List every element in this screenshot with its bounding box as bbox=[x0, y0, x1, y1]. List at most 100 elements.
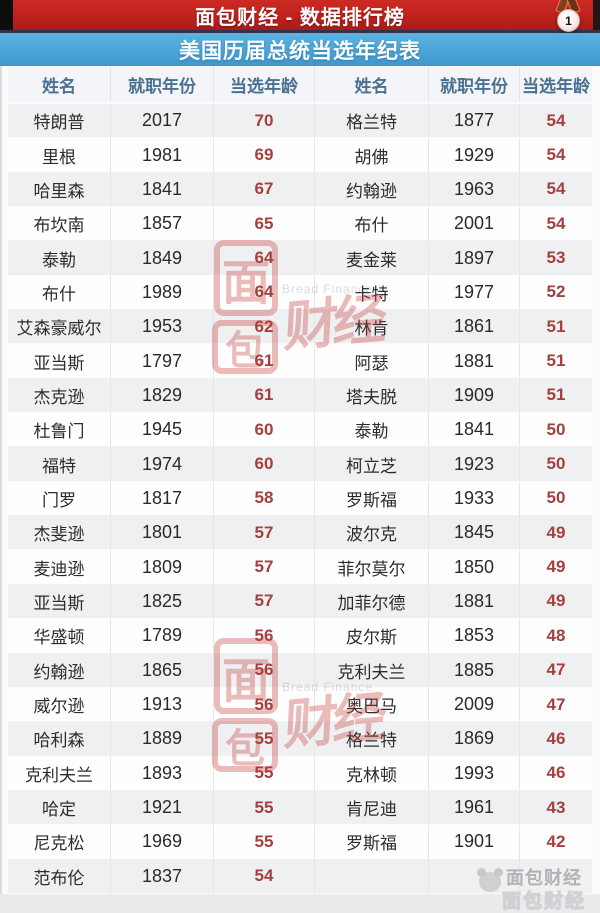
inauguration-year: 1841 bbox=[429, 413, 520, 447]
election-age: 60 bbox=[214, 447, 315, 481]
president-name: 亚当斯 bbox=[8, 344, 111, 378]
table-row: 哈定 1921 55 肯尼迪 1961 43 bbox=[8, 790, 592, 826]
election-age: 49 bbox=[546, 591, 566, 611]
inauguration-year: 1945 bbox=[111, 413, 214, 447]
inauguration-year: 2017 bbox=[111, 104, 214, 138]
election-age: 47 bbox=[546, 694, 566, 714]
table-row: 杰斐逊 1801 57 波尔克 1845 49 bbox=[8, 516, 592, 551]
president-name: 哈利森 bbox=[8, 722, 111, 756]
inauguration-year: 1869 bbox=[429, 722, 520, 756]
table-row: 哈利森 1889 55 格兰特 1869 46 bbox=[8, 722, 592, 757]
inauguration-year: 1797 bbox=[111, 344, 214, 378]
election-age: 60 bbox=[214, 413, 315, 447]
president-name: 里根 bbox=[8, 138, 111, 172]
inauguration-year: 1845 bbox=[429, 516, 520, 550]
inauguration-year: 1837 bbox=[111, 859, 214, 893]
election-age: 56 bbox=[214, 619, 315, 653]
election-age: 49 bbox=[546, 557, 566, 577]
election-age: 57 bbox=[214, 550, 315, 584]
inauguration-year: 1913 bbox=[111, 687, 214, 722]
inauguration-year: 1993 bbox=[429, 756, 520, 790]
inauguration-year: 1885 bbox=[429, 653, 520, 687]
president-name: 林肯 bbox=[315, 310, 429, 344]
inauguration-year: 1850 bbox=[429, 550, 520, 584]
table-row: 范布伦 1837 54 bbox=[8, 859, 592, 894]
election-age: 50 bbox=[546, 454, 566, 474]
election-age: 55 bbox=[214, 790, 315, 825]
inauguration-year: 1877 bbox=[429, 104, 520, 138]
president-name: 塔夫脱 bbox=[315, 378, 429, 413]
medal-rank1-icon: 1 bbox=[551, 0, 585, 32]
table-row: 特朗普 2017 70 格兰特 1877 54 bbox=[8, 104, 592, 139]
president-name: 特朗普 bbox=[8, 104, 111, 138]
election-age: 42 bbox=[546, 831, 566, 851]
president-name: 布什 bbox=[8, 275, 111, 310]
inauguration-year: 1974 bbox=[111, 447, 214, 481]
column-header: 就职年份 bbox=[429, 66, 520, 102]
inauguration-year: 1901 bbox=[429, 825, 520, 859]
column-header: 姓名 bbox=[8, 66, 111, 102]
inauguration-year: 1889 bbox=[111, 722, 214, 756]
election-age: 55 bbox=[214, 756, 315, 790]
inauguration-year: 1789 bbox=[111, 619, 214, 653]
table-row: 威尔逊 1913 56 奥巴马 2009 47 bbox=[8, 687, 592, 723]
president-name: 杰克逊 bbox=[8, 378, 111, 413]
election-age: 47 bbox=[546, 660, 566, 680]
column-header: 当选年龄 bbox=[522, 76, 590, 96]
election-age: 58 bbox=[214, 481, 315, 516]
table-row: 里根 1981 69 胡佛 1929 54 bbox=[8, 138, 592, 173]
inauguration-year: 1861 bbox=[429, 310, 520, 344]
inauguration-year: 1881 bbox=[429, 584, 520, 619]
bottom-strip bbox=[0, 894, 600, 913]
president-name: 华盛顿 bbox=[8, 619, 111, 653]
inauguration-year: 1961 bbox=[429, 790, 520, 825]
inauguration-year: 1929 bbox=[429, 138, 520, 172]
election-age: 55 bbox=[214, 722, 315, 756]
election-age: 64 bbox=[214, 275, 315, 310]
election-age bbox=[520, 860, 592, 893]
table-row: 艾森豪威尔 1953 62 林肯 1861 51 bbox=[8, 310, 592, 345]
table-row: 约翰逊 1865 56 克利夫兰 1885 47 bbox=[8, 653, 592, 688]
president-name: 门罗 bbox=[8, 481, 111, 516]
president-name: 罗斯福 bbox=[315, 825, 429, 859]
election-age: 70 bbox=[214, 104, 315, 138]
corner-black-right bbox=[593, 0, 600, 30]
inauguration-year: 1829 bbox=[111, 378, 214, 413]
inauguration-year: 1969 bbox=[111, 825, 214, 859]
election-age: 62 bbox=[214, 310, 315, 344]
table-row: 杰克逊 1829 61 塔夫脱 1909 51 bbox=[8, 378, 592, 414]
inauguration-year: 1981 bbox=[111, 138, 214, 172]
president-name: 约翰逊 bbox=[8, 653, 111, 687]
president-name: 克林顿 bbox=[315, 756, 429, 790]
column-header: 当选年龄 bbox=[214, 66, 315, 102]
president-name: 威尔逊 bbox=[8, 687, 111, 722]
inauguration-year bbox=[429, 859, 520, 893]
election-age: 64 bbox=[214, 241, 315, 275]
table-row: 布坎南 1857 65 布什 2001 54 bbox=[8, 207, 592, 242]
corner-black-left bbox=[0, 0, 13, 30]
medal-number: 1 bbox=[557, 9, 580, 32]
inauguration-year: 1977 bbox=[429, 275, 520, 310]
president-name: 克利夫兰 bbox=[8, 756, 111, 790]
election-age: 56 bbox=[214, 653, 315, 687]
president-name: 麦金莱 bbox=[315, 241, 429, 275]
inauguration-year: 1849 bbox=[111, 241, 214, 275]
table-header: 姓名 就职年份 当选年龄 姓名 就职年份 当选年龄 bbox=[8, 66, 592, 104]
election-age: 50 bbox=[546, 488, 566, 508]
president-name: 艾森豪威尔 bbox=[8, 310, 111, 344]
president-name: 泰勒 bbox=[8, 241, 111, 275]
president-name: 范布伦 bbox=[8, 859, 111, 893]
president-name: 哈定 bbox=[8, 790, 111, 825]
president-name: 胡佛 bbox=[315, 138, 429, 172]
president-name: 杰斐逊 bbox=[8, 516, 111, 550]
inauguration-year: 1801 bbox=[111, 516, 214, 550]
election-age: 57 bbox=[214, 584, 315, 619]
inauguration-year: 1857 bbox=[111, 207, 214, 241]
inauguration-year: 1897 bbox=[429, 241, 520, 275]
table-row: 亚当斯 1797 61 阿瑟 1881 51 bbox=[8, 344, 592, 379]
inauguration-year: 1989 bbox=[111, 275, 214, 310]
election-age: 48 bbox=[546, 625, 566, 645]
election-age: 53 bbox=[546, 248, 566, 268]
president-name: 亚当斯 bbox=[8, 584, 111, 619]
